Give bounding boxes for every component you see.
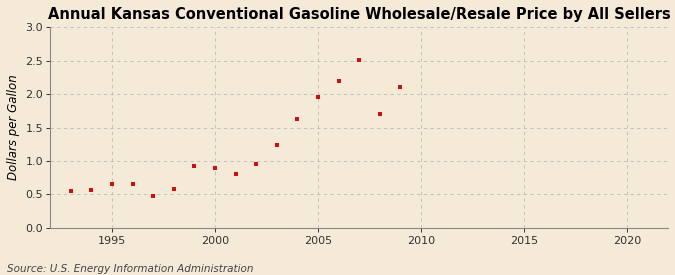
Point bbox=[230, 172, 241, 177]
Y-axis label: Dollars per Gallon: Dollars per Gallon bbox=[7, 75, 20, 180]
Point bbox=[168, 187, 179, 191]
Point bbox=[65, 189, 76, 193]
Point bbox=[354, 58, 364, 62]
Point bbox=[86, 188, 97, 192]
Point bbox=[313, 95, 323, 100]
Text: Source: U.S. Energy Information Administration: Source: U.S. Energy Information Administ… bbox=[7, 264, 253, 274]
Point bbox=[127, 182, 138, 186]
Point bbox=[107, 182, 117, 186]
Point bbox=[250, 161, 261, 166]
Point bbox=[292, 117, 303, 122]
Point bbox=[333, 79, 344, 83]
Point bbox=[375, 112, 385, 116]
Title: Annual Kansas Conventional Gasoline Wholesale/Resale Price by All Sellers: Annual Kansas Conventional Gasoline Whol… bbox=[48, 7, 670, 22]
Point bbox=[148, 193, 159, 198]
Point bbox=[209, 166, 220, 170]
Point bbox=[271, 143, 282, 147]
Point bbox=[395, 84, 406, 89]
Point bbox=[189, 163, 200, 168]
